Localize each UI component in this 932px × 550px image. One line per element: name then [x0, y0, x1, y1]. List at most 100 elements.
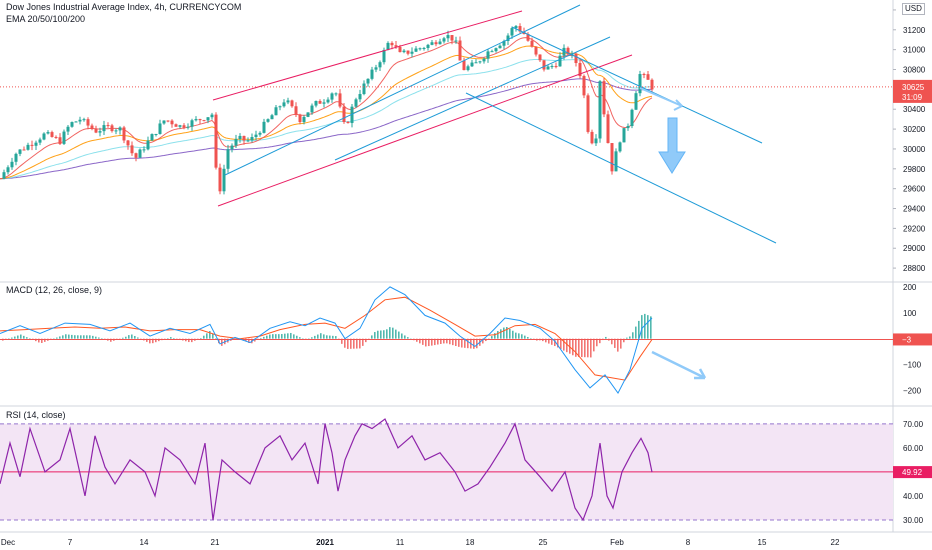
macd-bar	[17, 335, 19, 339]
macd-bar	[83, 335, 85, 339]
macd-bar	[131, 334, 133, 339]
candle-body	[382, 49, 386, 63]
macd-bar	[173, 338, 175, 339]
macd-bar	[524, 335, 526, 339]
candle-body	[154, 133, 158, 135]
candle-body	[422, 47, 426, 49]
candle-body	[562, 47, 566, 56]
macd-bar	[455, 338, 457, 347]
candle-body	[454, 40, 458, 42]
candle-body	[22, 149, 26, 151]
candle-body	[42, 133, 46, 140]
candle-body	[218, 167, 222, 192]
macd-bar	[74, 335, 76, 339]
macd-bar	[623, 338, 625, 343]
candle-body	[578, 63, 582, 77]
candle-body	[506, 35, 510, 41]
macd-bar	[353, 338, 355, 349]
macd-bar	[89, 335, 91, 339]
candle-body	[566, 47, 570, 55]
main-title: Dow Jones Industrial Average Index, 4h, …	[6, 2, 242, 12]
macd-bar	[134, 335, 136, 339]
macd-bar	[548, 338, 550, 344]
candle-body	[642, 74, 646, 76]
candle-body	[118, 127, 122, 131]
candle-body	[546, 66, 550, 70]
candle-body	[406, 50, 410, 54]
macd-bar	[410, 338, 412, 340]
candle-body	[446, 35, 450, 39]
macd-bar	[605, 336, 607, 339]
candle-body	[590, 131, 594, 144]
macd-bar	[425, 338, 427, 347]
macd-bar	[185, 338, 187, 342]
time-tick-label: 2021	[316, 538, 334, 547]
macd-bar	[497, 331, 499, 339]
macd-bar	[326, 335, 328, 339]
macd-bar	[200, 338, 202, 339]
price-tick-label: 29000	[903, 244, 926, 253]
candle-body	[158, 123, 162, 134]
macd-bar	[374, 332, 376, 339]
time-tick-label: 18	[466, 538, 475, 547]
macd-bar	[290, 332, 292, 339]
macd-bar	[128, 335, 130, 339]
macd-bar	[620, 338, 622, 349]
price-tag	[893, 79, 932, 103]
macd-bar	[68, 334, 70, 339]
macd-bar	[284, 333, 286, 339]
macd-bar	[440, 338, 442, 344]
macd-bar	[476, 338, 478, 349]
macd-bar	[494, 333, 496, 339]
macd-bar	[56, 337, 58, 339]
candle-body	[246, 140, 250, 142]
candle-body	[530, 40, 534, 47]
candle-body	[542, 60, 546, 70]
price-tick-label: 30200	[903, 125, 926, 134]
macd-bar	[446, 338, 448, 344]
macd-tick-label: 100	[903, 309, 917, 318]
candle-body	[302, 116, 306, 123]
candle-body	[482, 58, 486, 62]
candle-body	[62, 131, 66, 144]
macd-bar	[428, 338, 430, 347]
candle-body	[338, 93, 342, 107]
macd-bar	[137, 337, 139, 339]
macd-bar	[419, 338, 421, 344]
macd-bar	[281, 334, 283, 339]
candles-group	[2, 23, 654, 195]
macd-bar	[488, 338, 490, 340]
macd-bar	[638, 320, 640, 339]
candle-body	[70, 122, 74, 127]
time-tick-label: 11	[396, 538, 405, 547]
macd-bar	[260, 338, 262, 339]
candle-body	[262, 121, 266, 133]
macd-bar	[503, 327, 505, 339]
candle-body	[494, 48, 498, 52]
candle-body	[342, 106, 346, 123]
price-tick-label: 29800	[903, 165, 926, 174]
price-tick-label: 31200	[903, 26, 926, 35]
macd-bar	[599, 338, 601, 344]
macd-bar	[398, 331, 400, 339]
macd-bar	[122, 337, 124, 339]
price-tick-label: 30000	[903, 145, 926, 154]
candle-body	[98, 131, 102, 133]
candle-body	[162, 120, 166, 124]
candle-body	[186, 126, 190, 128]
macd-bar	[527, 336, 529, 339]
candle-body	[470, 62, 474, 67]
macd-bar	[203, 335, 205, 339]
macd-bar	[278, 334, 280, 339]
macd-bar	[233, 338, 235, 340]
macd-bar	[515, 332, 517, 339]
macd-bar	[395, 329, 397, 339]
price-tick-label: 28800	[903, 264, 926, 273]
candle-body	[330, 93, 334, 100]
macd-bar	[344, 338, 346, 348]
candle-body	[398, 46, 402, 53]
candle-body	[598, 81, 602, 139]
candle-body	[322, 102, 326, 104]
